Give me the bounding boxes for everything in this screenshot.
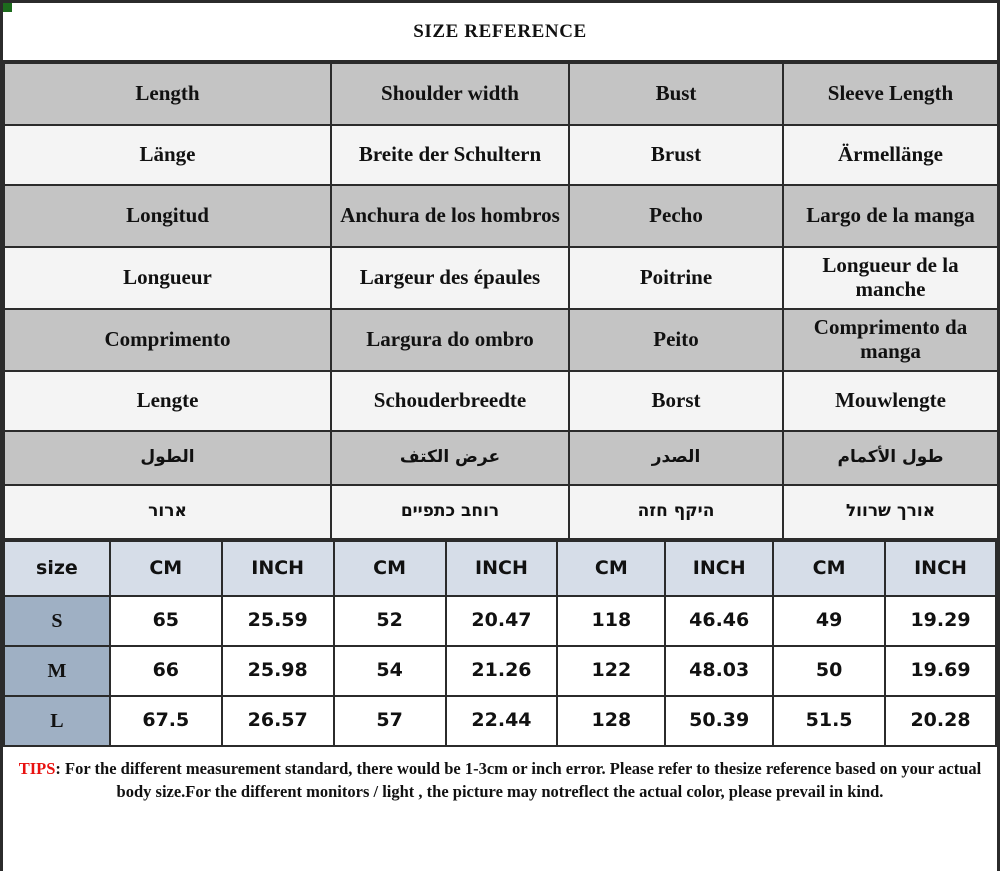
measurement-value-s-6: 49 bbox=[772, 595, 887, 647]
corner-marker bbox=[3, 3, 12, 12]
measurement-row-s: S 65 25.59 52 20.47 118 46.46 49 19.29 bbox=[3, 595, 997, 647]
unit-header-1-inch: INCH bbox=[220, 540, 335, 597]
measurement-row-m: M 66 25.98 54 21.26 122 48.03 50 19.69 bbox=[3, 645, 997, 697]
lang-cell-dutch-3: Mouwlengte bbox=[782, 370, 999, 432]
measurement-value-s-3: 20.47 bbox=[444, 595, 559, 647]
size-column-header: size bbox=[3, 540, 111, 597]
measurement-value-l-1: 26.57 bbox=[220, 695, 335, 747]
lang-cell-spanish-2: Pecho bbox=[568, 184, 784, 248]
language-row-arabic: الطول عرض الكتف الصدر طول الأكمام bbox=[3, 430, 999, 486]
size-label-m: M bbox=[3, 645, 111, 697]
tips-footer: TIPS: For the different measurement stan… bbox=[3, 747, 997, 804]
lang-cell-german-2: Brust bbox=[568, 124, 784, 186]
lang-cell-arabic-2: الصدر bbox=[568, 430, 784, 486]
unit-header-5-inch: INCH bbox=[664, 540, 775, 597]
measurement-header-row: size CM INCH CM INCH CM INCH CM INCH bbox=[3, 540, 997, 597]
lang-cell-german-3: Ärmellänge bbox=[782, 124, 999, 186]
lang-cell-arabic-0: الطول bbox=[3, 430, 332, 486]
lang-cell-german-0: Länge bbox=[3, 124, 332, 186]
measurement-row-l: L 67.5 26.57 57 22.44 128 50.39 51.5 20.28 bbox=[3, 695, 997, 747]
measurement-value-l-5: 50.39 bbox=[664, 695, 775, 747]
tips-label: TIPS bbox=[18, 759, 56, 778]
language-row-german: Länge Breite der Schultern Brust Ärmellänge bbox=[3, 124, 999, 186]
tips-text: : For the different measurement standard… bbox=[55, 759, 982, 802]
measurement-table: size CM INCH CM INCH CM INCH CM INCH S 65 25.59 52 20… bbox=[3, 540, 997, 747]
measurement-value-m-3: 21.26 bbox=[444, 645, 559, 697]
measurement-value-s-2: 52 bbox=[332, 595, 447, 647]
lang-cell-portuguese-1: Largura do ombro bbox=[330, 308, 570, 372]
unit-header-0-cm: CM bbox=[108, 540, 223, 597]
lang-cell-french-2: Poitrine bbox=[568, 246, 784, 310]
measurement-value-m-1: 25.98 bbox=[220, 645, 335, 697]
measurement-value-m-4: 122 bbox=[556, 645, 667, 697]
lang-cell-french-1: Largeur des épaules bbox=[330, 246, 570, 310]
language-table: SIZE REFERENCE bbox=[3, 3, 998, 62]
measurement-value-l-2: 57 bbox=[332, 695, 447, 747]
lang-cell-portuguese-0: Comprimento bbox=[3, 308, 332, 372]
lang-cell-hebrew-3: אורך שרוול bbox=[782, 484, 999, 540]
measurement-value-s-0: 65 bbox=[108, 595, 223, 647]
lang-cell-french-0: Longueur bbox=[3, 246, 332, 310]
lang-cell-spanish-0: Longitud bbox=[3, 184, 332, 248]
measurement-value-s-4: 118 bbox=[556, 595, 667, 647]
measurement-value-s-5: 46.46 bbox=[664, 595, 775, 647]
page-title: SIZE REFERENCE bbox=[3, 3, 998, 62]
lang-cell-dutch-0: Lengte bbox=[3, 370, 332, 432]
lang-cell-english-1: Shoulder width bbox=[330, 62, 570, 126]
lang-cell-arabic-3: طول الأكمام bbox=[782, 430, 999, 486]
language-row-portuguese: Comprimento Largura do ombro Peito Comprime… bbox=[3, 308, 999, 372]
measurement-value-l-0: 67.5 bbox=[108, 695, 223, 747]
language-row-spanish: Longitud Anchura de los hombros Pecho Largo… bbox=[3, 184, 999, 248]
measurement-value-s-7: 19.29 bbox=[884, 595, 997, 647]
lang-cell-spanish-3: Largo de la manga bbox=[782, 184, 999, 248]
measurement-value-m-6: 50 bbox=[772, 645, 887, 697]
title-row: SIZE REFERENCE bbox=[3, 3, 998, 62]
lang-cell-english-0: Length bbox=[3, 62, 332, 126]
measurement-value-m-5: 48.03 bbox=[664, 645, 775, 697]
measurement-value-l-6: 51.5 bbox=[772, 695, 887, 747]
unit-header-2-cm: CM bbox=[332, 540, 447, 597]
unit-header-3-inch: INCH bbox=[444, 540, 559, 597]
measurement-value-l-4: 128 bbox=[556, 695, 667, 747]
measurement-value-l-7: 20.28 bbox=[884, 695, 997, 747]
size-label-l: L bbox=[3, 695, 111, 747]
lang-cell-dutch-2: Borst bbox=[568, 370, 784, 432]
language-row-dutch: Lengte Schouderbreedte Borst Mouwlengte bbox=[3, 370, 999, 432]
measurement-value-m-0: 66 bbox=[108, 645, 223, 697]
lang-cell-dutch-1: Schouderbreedte bbox=[330, 370, 570, 432]
lang-cell-hebrew-1: רוחב כתפיים bbox=[330, 484, 570, 540]
lang-cell-hebrew-0: ארור bbox=[3, 484, 332, 540]
lang-cell-english-3: Sleeve Length bbox=[782, 62, 999, 126]
lang-cell-hebrew-2: היקף חזה bbox=[568, 484, 784, 540]
language-row-english: Length Shoulder width Bust Sleeve Length bbox=[3, 62, 999, 126]
lang-cell-english-2: Bust bbox=[568, 62, 784, 126]
lang-cell-german-1: Breite der Schultern bbox=[330, 124, 570, 186]
measurement-value-l-3: 22.44 bbox=[444, 695, 559, 747]
unit-header-4-cm: CM bbox=[556, 540, 667, 597]
unit-header-7-inch: INCH bbox=[884, 540, 997, 597]
unit-header-6-cm: CM bbox=[772, 540, 887, 597]
language-row-hebrew: ארור רוחב כתפיים היקף חזה אורך שרוול bbox=[3, 484, 999, 540]
size-label-s: S bbox=[3, 595, 111, 647]
measurement-value-m-7: 19.69 bbox=[884, 645, 997, 697]
lang-cell-french-3: Longueur de la manche bbox=[782, 246, 999, 310]
language-row-french: Longueur Largeur des épaules Poitrine Longu… bbox=[3, 246, 999, 310]
lang-cell-portuguese-3: Comprimento da manga bbox=[782, 308, 999, 372]
lang-cell-portuguese-2: Peito bbox=[568, 308, 784, 372]
measurement-value-m-2: 54 bbox=[332, 645, 447, 697]
lang-cell-spanish-1: Anchura de los hombros bbox=[330, 184, 570, 248]
language-body-table: Length Shoulder width Bust Sleeve Length Län… bbox=[3, 62, 999, 540]
lang-cell-arabic-1: عرض الكتف bbox=[330, 430, 570, 486]
measurement-value-s-1: 25.59 bbox=[220, 595, 335, 647]
